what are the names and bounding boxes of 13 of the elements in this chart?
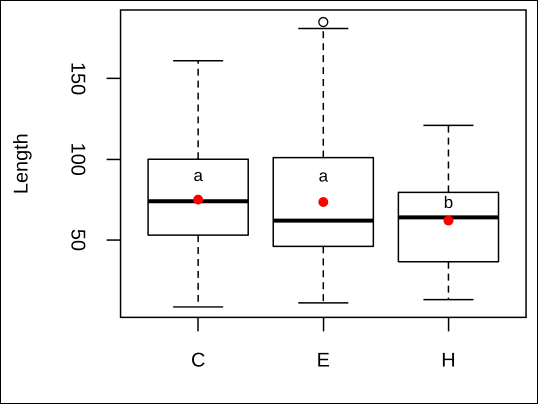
annotation: b: [444, 193, 454, 212]
y-tick-label: 150: [66, 62, 89, 96]
x-tick-label: E: [316, 350, 330, 372]
y-axis-title: Length: [10, 133, 32, 194]
annotation: a: [193, 166, 204, 186]
annotation: a: [318, 166, 329, 186]
y-tick-label: 50: [66, 228, 89, 252]
point: [318, 197, 328, 207]
y-tick-label: 100: [66, 142, 89, 176]
x-tick-label: C: [190, 350, 206, 372]
x-tick-label: H: [441, 350, 456, 372]
point: [193, 194, 204, 205]
point: [443, 216, 454, 226]
